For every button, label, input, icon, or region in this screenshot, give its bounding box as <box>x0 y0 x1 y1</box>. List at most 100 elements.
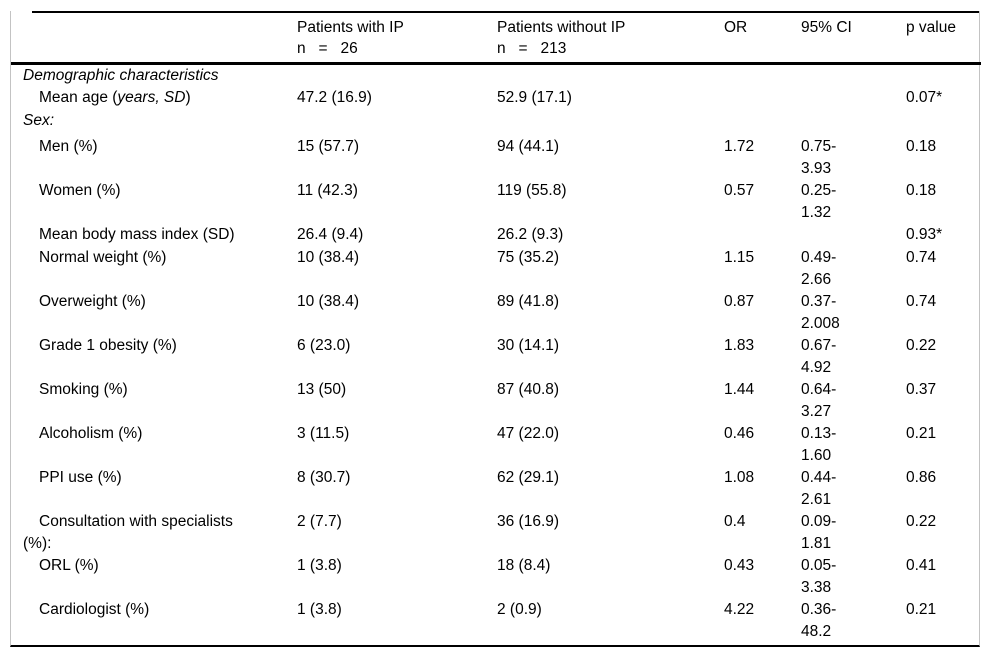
cell-or: 1.44 <box>724 380 755 398</box>
cell-p-value: 0.41 <box>906 556 937 574</box>
cell-95ci <box>801 63 906 87</box>
cell-or: 1.08 <box>724 468 755 486</box>
cell-patients-without-ip: 87 (40.8) <box>497 380 560 398</box>
row-label: PPI use (%) <box>39 468 122 486</box>
cell-patients-without-ip: 47 (22.0) <box>497 424 560 442</box>
cell-95ci: 0.25- 1.32 <box>801 181 837 221</box>
col-header-p-value: p value <box>906 11 981 65</box>
cell-95ci: 0.37- 2.008 <box>801 292 840 332</box>
table-top-rule <box>32 11 979 13</box>
cell-patients-with-ip: 6 (23.0) <box>297 336 351 354</box>
cell-95ci: 0.36- 48.2 <box>801 600 837 640</box>
cell-patients-with-ip: 11 (42.3) <box>297 181 358 199</box>
row-label: Mean age (years, SD) <box>11 87 297 110</box>
cell-95ci: 0.05- 3.38 <box>801 556 837 596</box>
cell-p-value: 0.21 <box>906 600 937 618</box>
row-label-part: Mean age ( <box>39 88 118 106</box>
table-row: Alcoholism (%) 3 (11.5) 47 (22.0) 0.46 0.13-… <box>11 423 981 467</box>
cell-p-value: 0.21 <box>906 424 937 442</box>
cell-patients-with-ip <box>297 63 497 87</box>
cell-p-value: 0.93* <box>906 225 943 243</box>
cell-95ci: 0.49- 2.66 <box>801 248 837 288</box>
cell-patients-with-ip: 1 (3.8) <box>297 600 342 618</box>
row-label: Cardiologist (%) <box>39 600 150 618</box>
cell-p-value: 0.37 <box>906 380 937 398</box>
table-row: Demographic characteristics <box>11 63 981 87</box>
cell-or: 0.57 <box>724 181 755 199</box>
cell-95ci <box>801 87 906 110</box>
cell-patients-without-ip: 75 (35.2) <box>497 248 560 266</box>
col-header-or: OR <box>724 11 801 65</box>
table-row: Smoking (%) 13 (50) 87 (40.8) 1.44 0.64- 3.2… <box>11 379 981 423</box>
cell-patients-with-ip: 13 (50) <box>297 380 347 398</box>
table-row: ORL (%) 1 (3.8) 18 (8.4) 0.43 0.05- 3.38 0.41 <box>11 555 981 599</box>
characteristics-table-frame: Patients with IP n = 26 Patients without… <box>10 11 981 647</box>
cell-patients-without-ip <box>497 63 724 87</box>
cell-patients-without-ip: 26.2 (9.3) <box>497 225 564 243</box>
col-header-patients-with-ip: Patients with IP n = 26 <box>297 11 497 65</box>
table-row: Overweight (%) 10 (38.4) 89 (41.8) 0.87 0.37… <box>11 291 981 335</box>
cell-or: 0.4 <box>724 512 746 530</box>
table-row: Sex: <box>11 110 981 136</box>
cell-or: 1.72 <box>724 137 755 155</box>
cell-patients-without-ip: 2 (0.9) <box>497 600 542 618</box>
row-label: ORL (%) <box>39 556 99 574</box>
row-label: Smoking (%) <box>39 380 128 398</box>
section-label: Demographic characteristics <box>23 66 219 84</box>
table-row: Mean body mass index (SD) 26.4 (9.4) 26.2 … <box>11 224 981 247</box>
characteristics-table: Patients with IP n = 26 Patients without… <box>11 11 981 645</box>
table-row: Mean age (years, SD) 47.2 (16.9) 52.9 (17.… <box>11 87 981 110</box>
cell-patients-without-ip: 52.9 (17.1) <box>497 88 572 106</box>
row-label: Consultation with specialists (%): <box>23 512 233 552</box>
table-row: Cardiologist (%) 1 (3.8) 2 (0.9) 4.22 0.36- … <box>11 599 981 645</box>
cell-patients-without-ip: 89 (41.8) <box>497 292 560 310</box>
table-row: Consultation with specialists (%): 2 (7.7… <box>11 511 981 555</box>
row-label-part: years, SD <box>117 88 186 106</box>
cell-patients-without-ip: 94 (44.1) <box>497 137 560 155</box>
cell-95ci: 0.64- 3.27 <box>801 380 837 420</box>
cell-patients-without-ip: 18 (8.4) <box>497 556 551 574</box>
cell-patients-without-ip: 36 (16.9) <box>497 512 560 530</box>
cell-patients-with-ip: 2 (7.7) <box>297 512 342 530</box>
col-header-95ci: 95% CI <box>801 11 906 65</box>
table-row: Women (%) 11 (42.3) 119 (55.8) 0.57 0.25- 1.… <box>11 180 981 224</box>
table-row: Grade 1 obesity (%) 6 (23.0) 30 (14.1) 1.83… <box>11 335 981 379</box>
cell-p-value: 0.74 <box>906 292 937 310</box>
cell-patients-without-ip: 30 (14.1) <box>497 336 560 354</box>
cell-p-value <box>906 63 981 87</box>
cell-95ci: 0.75- 3.93 <box>801 137 837 177</box>
cell-patients-without-ip: 62 (29.1) <box>497 468 560 486</box>
col-header-patients-without-ip: Patients without IP n = 213 <box>497 11 724 65</box>
table-row: Men (%) 15 (57.7) 94 (44.1) 1.72 0.75- 3.93 0… <box>11 136 981 180</box>
cell-patients-with-ip: 3 (11.5) <box>297 424 350 442</box>
cell-95ci: 0.44- 2.61 <box>801 468 837 508</box>
cell-p-value: 0.86 <box>906 468 937 486</box>
cell-or: 0.43 <box>724 556 755 574</box>
cell-or: 4.22 <box>724 600 755 618</box>
cell-95ci: 0.13- 1.60 <box>801 424 837 464</box>
cell-p-value: 0.22 <box>906 512 937 530</box>
cell-patients-with-ip: 8 (30.7) <box>297 468 351 486</box>
row-label: Mean body mass index (SD) <box>39 225 235 243</box>
row-label: Normal weight (%) <box>39 248 167 266</box>
cell-patients-with-ip <box>297 110 497 136</box>
cell-or <box>724 63 801 87</box>
cell-or <box>724 224 801 247</box>
cell-p-value: 0.18 <box>906 181 937 199</box>
cell-patients-with-ip: 15 (57.7) <box>297 137 360 155</box>
table-row: PPI use (%) 8 (30.7) 62 (29.1) 1.08 0.44- 2.… <box>11 467 981 511</box>
cell-patients-with-ip: 10 (38.4) <box>297 292 360 310</box>
cell-95ci <box>801 224 906 247</box>
cell-or: 0.46 <box>724 424 755 442</box>
cell-patients-with-ip: 10 (38.4) <box>297 248 360 266</box>
row-label: Alcoholism (%) <box>39 424 143 442</box>
cell-95ci <box>801 110 906 136</box>
header-row: Patients with IP n = 26 Patients without… <box>11 11 981 65</box>
cell-p-value: 0.07* <box>906 88 943 106</box>
cell-patients-with-ip: 1 (3.8) <box>297 556 342 574</box>
cell-p-value: 0.18 <box>906 137 937 155</box>
cell-or: 1.83 <box>724 336 755 354</box>
row-label-part: ) <box>185 88 191 106</box>
cell-p-value: 0.74 <box>906 248 937 266</box>
cell-patients-without-ip <box>497 110 724 136</box>
